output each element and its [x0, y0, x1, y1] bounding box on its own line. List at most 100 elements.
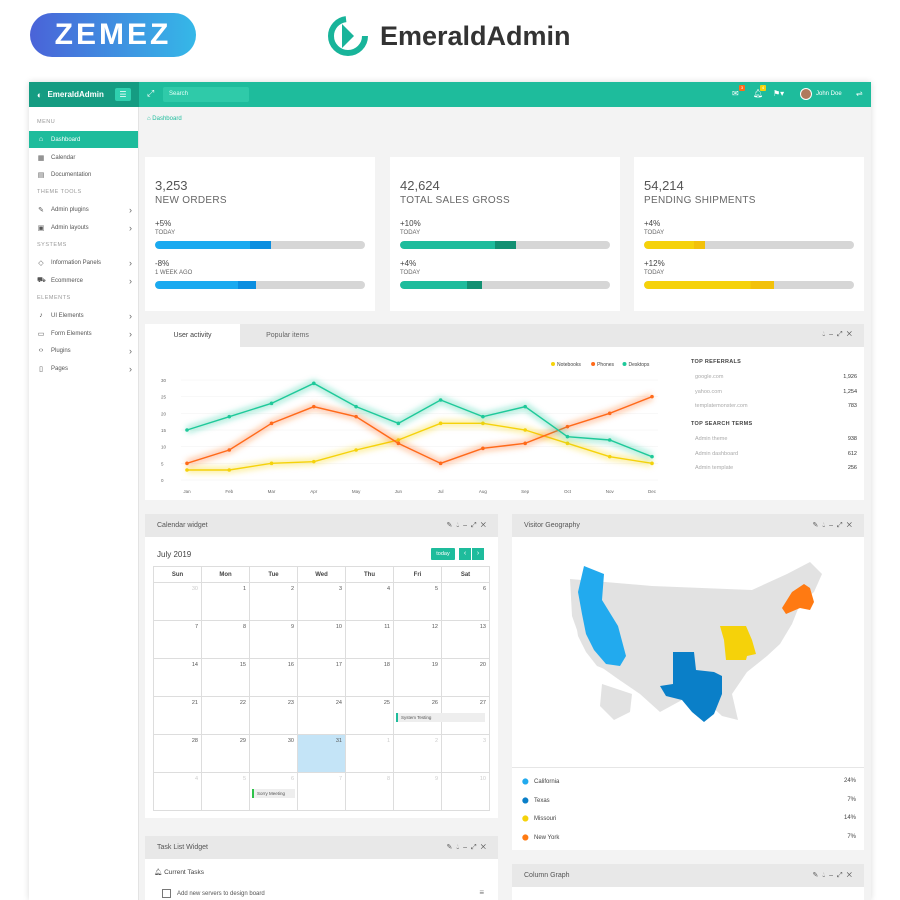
home-icon: ⌂: [147, 116, 153, 122]
calendar-day-cell[interactable]: 1: [201, 582, 250, 621]
sidebar-item-form-elements[interactable]: ▭ Form Elements ›: [29, 325, 138, 342]
sidebar-item-plugins[interactable]: ‹› Plugins ›: [29, 342, 138, 359]
calendar-day-cell[interactable]: 6 Sorry Meeting: [249, 772, 298, 811]
geo-legend-item[interactable]: ⬤ California: [522, 778, 559, 786]
form-icon: ▭: [37, 330, 45, 338]
calendar-day-cell[interactable]: 14: [153, 658, 202, 697]
calendar-day-cell[interactable]: 4: [153, 772, 202, 811]
stat-change: +4%: [400, 259, 417, 268]
drag-handle-icon[interactable]: ≡: [479, 888, 484, 897]
calendar-day-cell[interactable]: 7: [153, 620, 202, 659]
geo-legend-item[interactable]: ⬤ New York: [522, 834, 559, 842]
calendar-day-cell[interactable]: 30: [153, 582, 202, 621]
calendar-day-cell[interactable]: 27: [441, 696, 490, 735]
calendar-day-cell[interactable]: 20: [441, 658, 490, 697]
bell-icon[interactable]: 🔔︎: [753, 89, 764, 98]
calendar-day-cell[interactable]: 12: [393, 620, 442, 659]
calendar-day-cell[interactable]: 22: [201, 696, 250, 735]
calendar-day-cell[interactable]: 24: [297, 696, 346, 735]
panel-tools[interactable]: ✎💧︎–⤢✕: [812, 872, 856, 879]
data-point: [565, 434, 570, 439]
state-texas[interactable]: [660, 652, 722, 722]
calendar-day-cell[interactable]: 8: [345, 772, 394, 811]
tab-popular-items[interactable]: Popular items: [266, 332, 309, 339]
sidebar-item-calendar[interactable]: ▦ Calendar: [29, 149, 138, 166]
calendar-day-cell[interactable]: 26 System Testing: [393, 696, 486, 735]
tab-user-activity[interactable]: User activity: [145, 324, 240, 347]
flag-icon[interactable]: ⚑▾: [773, 89, 785, 98]
calendar-day-cell[interactable]: 2: [393, 734, 442, 773]
x-tick-label: Nov: [606, 489, 615, 494]
data-point: [354, 414, 358, 419]
app-brand-name: EmeraldAdmin: [47, 90, 104, 99]
stat-value: 3,253: [155, 178, 188, 193]
geo-legend-item[interactable]: ⬤ Texas: [522, 797, 550, 805]
chat-icon[interactable]: ✉: [732, 89, 739, 98]
x-tick-label: Apr: [310, 489, 318, 494]
calendar-day-cell[interactable]: 29: [201, 734, 250, 773]
settings-icon[interactable]: ⇌: [856, 89, 863, 98]
x-tick-label: Aug: [479, 489, 488, 494]
calendar-day-cell[interactable]: 5: [201, 772, 250, 811]
calendar-day-cell[interactable]: 11: [345, 620, 394, 659]
calendar-day-cell[interactable]: 28: [153, 734, 202, 773]
task-checkbox[interactable]: [162, 889, 171, 898]
sidebar-item-ui-elements[interactable]: ♪ UI Elements ›: [29, 307, 138, 324]
sidebar-item-admin-layouts[interactable]: ▣ Admin layouts ›: [29, 219, 138, 236]
calendar-day-cell[interactable]: 9: [249, 620, 298, 659]
calendar-day-cell[interactable]: 10: [441, 772, 490, 811]
breadcrumb[interactable]: ⌂ Dashboard: [147, 116, 182, 122]
calendar-day-cell[interactable]: 6: [441, 582, 490, 621]
state-new-york[interactable]: [782, 584, 814, 614]
calendar-day-cell[interactable]: 21: [153, 696, 202, 735]
prev-month-button[interactable]: ‹: [459, 548, 471, 560]
calendar-day-cell[interactable]: 9: [393, 772, 442, 811]
sidebar-item-information-panels[interactable]: ◇ Information Panels ›: [29, 254, 138, 271]
calendar-day-cell[interactable]: 18: [345, 658, 394, 697]
calendar-day-cell[interactable]: 13: [441, 620, 490, 659]
sidebar-item-pages[interactable]: ▯ Pages ›: [29, 360, 138, 377]
map-pin-icon: ⬤: [522, 834, 529, 841]
panel-tools[interactable]: ✎💧︎–⤢✕: [446, 522, 490, 529]
calendar-day-cell[interactable]: 1: [345, 734, 394, 773]
state-missouri[interactable]: [720, 626, 756, 660]
calendar-day-cell[interactable]: 16: [249, 658, 298, 697]
calendar-day-cell[interactable]: 3: [297, 582, 346, 621]
sidebar-item-dashboard[interactable]: ⌂ Dashboard: [29, 131, 138, 148]
panel-tools[interactable]: ✎💧︎–⤢✕: [446, 844, 490, 851]
calendar-day-cell[interactable]: 17: [297, 658, 346, 697]
task-item[interactable]: Add new servers to design board: [162, 889, 265, 898]
search-input[interactable]: Search: [163, 87, 249, 102]
calendar-day-cell[interactable]: 8: [201, 620, 250, 659]
calendar-day-cell[interactable]: 31: [297, 734, 346, 773]
calendar-day-cell[interactable]: 30: [249, 734, 298, 773]
calendar-day-cell[interactable]: 3: [441, 734, 490, 773]
user-activity-panel: User activity Popular items 💧︎–⤢✕ 0 5 10 15…: [145, 324, 864, 500]
calendar-day-cell[interactable]: 10: [297, 620, 346, 659]
fullscreen-icon[interactable]: ⤢: [147, 88, 155, 98]
panel-tools[interactable]: ✎💧︎–⤢✕: [812, 522, 856, 529]
calendar-day-cell[interactable]: 19: [393, 658, 442, 697]
sidebar-item-documentation[interactable]: ▤ Documentation: [29, 166, 138, 183]
today-button[interactable]: today: [431, 548, 455, 560]
geo-legend-item[interactable]: ⬤ Missouri: [522, 815, 556, 823]
calendar-day-cell[interactable]: 25: [345, 696, 394, 735]
calendar-event[interactable]: Sorry Meeting: [252, 789, 295, 798]
avatar[interactable]: [800, 88, 812, 100]
next-month-button[interactable]: ›: [472, 548, 484, 560]
legend-marker: [591, 362, 596, 366]
sidebar-item-ecommerce[interactable]: ⛟ Ecommerce ›: [29, 272, 138, 289]
event-label: System Testing: [401, 715, 432, 720]
calendar-event[interactable]: System Testing: [396, 713, 486, 722]
calendar-day-cell[interactable]: 23: [249, 696, 298, 735]
calendar-day-cell[interactable]: 2: [249, 582, 298, 621]
panel-tools[interactable]: 💧︎–⤢✕: [822, 331, 856, 338]
calendar-day-cell[interactable]: 4: [345, 582, 394, 621]
calendar-day-cell[interactable]: 7: [297, 772, 346, 811]
sidebar-item-admin-plugins[interactable]: ✎ Admin plugins ›: [29, 201, 138, 218]
menu-toggle-button[interactable]: ☰: [115, 88, 131, 101]
calendar-day-cell[interactable]: 5: [393, 582, 442, 621]
state-california[interactable]: [578, 566, 626, 666]
user-name[interactable]: John Doe: [816, 91, 842, 97]
calendar-day-cell[interactable]: 15: [201, 658, 250, 697]
